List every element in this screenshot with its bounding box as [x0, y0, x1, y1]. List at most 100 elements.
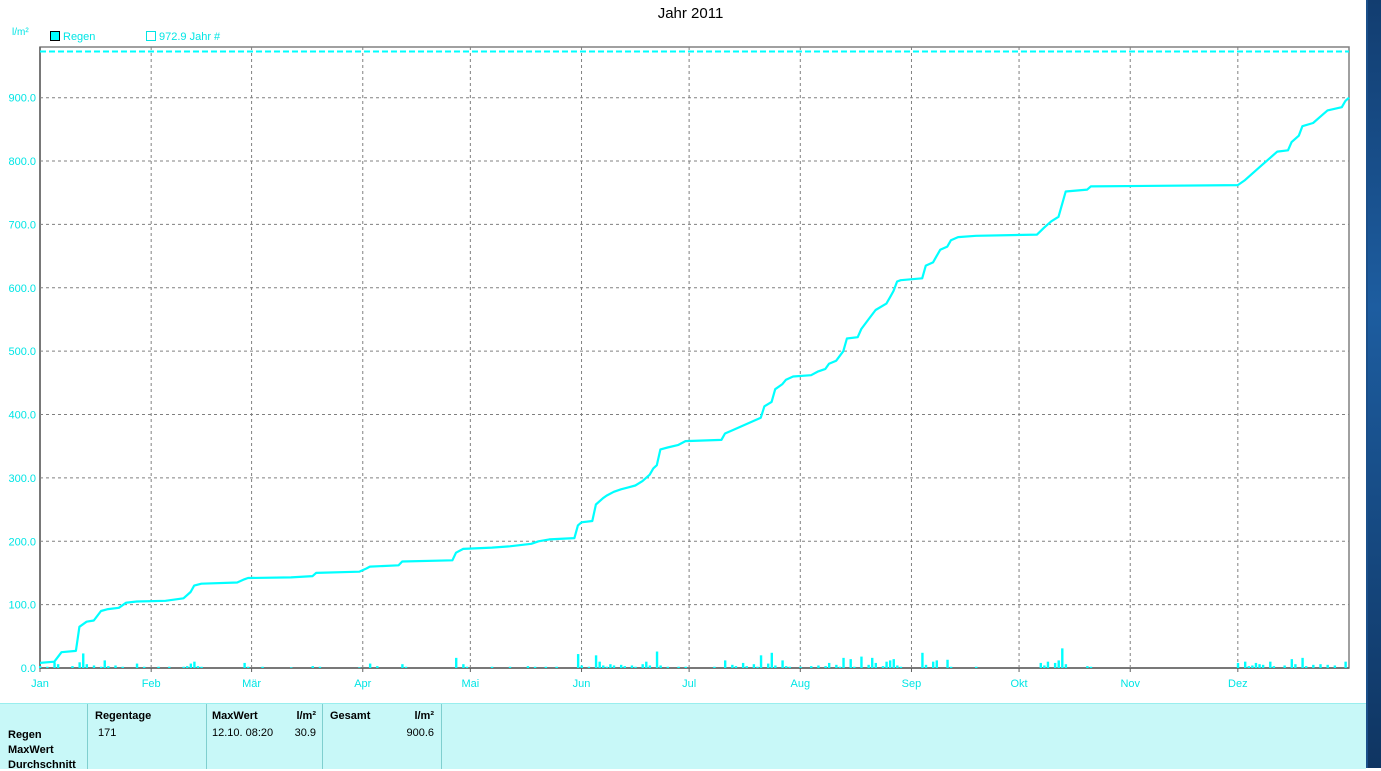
daily-rain-bar [455, 657, 458, 668]
daily-rain-bar [924, 664, 928, 668]
daily-rain-bar [752, 664, 756, 668]
daily-rain-bar [107, 666, 110, 668]
x-tick-label: Mai [461, 678, 479, 690]
daily-rain-bar [659, 665, 662, 668]
daily-rain-bar [594, 655, 598, 668]
cumulative-rain-line [39, 96, 1350, 664]
legend-label-annual-reference: 972.9 Jahr # [159, 31, 221, 43]
legend-swatch-regen [50, 31, 60, 41]
daily-rain-bar [53, 662, 56, 668]
daily-rain-bar [465, 666, 469, 668]
daily-rain-bar [290, 667, 293, 668]
stats-value-gesamt: 900.6 [406, 727, 434, 739]
x-tick-label: Jul [682, 678, 696, 690]
daily-rain-bar [1089, 666, 1093, 668]
daily-rain-bar [921, 652, 924, 668]
daily-rain-bar [788, 666, 791, 668]
daily-rain-bar [784, 666, 788, 668]
daily-rain-bar [896, 665, 899, 668]
daily-rain-bar [741, 662, 745, 668]
y-tick-label: 100.0 [8, 600, 36, 612]
legend-item-regen[interactable]: Regen [50, 31, 95, 43]
daily-rain-bar [723, 660, 727, 668]
daily-rain-bar [824, 666, 827, 668]
daily-rain-bar [193, 661, 196, 668]
x-tick-label: Okt [1010, 678, 1027, 690]
stats-row-label-durchschnitt: Durchschnitt [8, 759, 76, 771]
daily-rain-bar [318, 666, 322, 668]
daily-rain-bar [157, 666, 160, 668]
daily-rain-bar [677, 666, 680, 668]
daily-rain-bar [949, 666, 953, 668]
daily-rain-bar [376, 666, 379, 668]
y-tick-label: 700.0 [8, 219, 36, 231]
daily-rain-bar [82, 653, 85, 668]
daily-rain-bar [838, 666, 842, 668]
daily-rain-bar [770, 652, 774, 668]
daily-rain-bar [634, 666, 637, 668]
daily-rain-bar [576, 654, 580, 668]
daily-rain-bar [1061, 648, 1064, 668]
x-tick-label: Apr [354, 678, 371, 690]
daily-rain-bar [143, 666, 146, 668]
chart-title: Jahr 2011 [657, 5, 724, 22]
daily-rain-bar [630, 665, 634, 668]
rain-chart: 0.0 100.0 200.0 300.0 400.0 500.0 600.0 700.0 80… [8, 46, 1350, 690]
daily-rain-bar [1247, 666, 1250, 668]
daily-rain-bar [71, 666, 74, 668]
x-tick-label: Jan [31, 678, 49, 690]
stats-value-regentage: 171 [98, 727, 117, 739]
daily-rain-bar [881, 666, 885, 668]
legend-item-annual-reference[interactable]: 972.9 Jahr # [146, 31, 220, 43]
daily-rain-bar [931, 661, 935, 668]
daily-rain-bar [874, 662, 878, 668]
x-tick-label: Dez [1228, 678, 1248, 690]
daily-rain-bar [261, 666, 264, 668]
daily-rain-bar [78, 662, 81, 668]
y-tick-label: 900.0 [8, 93, 36, 105]
daily-rain-bar [46, 666, 49, 668]
daily-rain-bar [1243, 661, 1247, 668]
y-tick-label: 400.0 [8, 410, 36, 422]
daily-rain-bar [641, 664, 644, 668]
daily-rain-bar [56, 664, 60, 668]
daily-rain-bar [888, 660, 892, 668]
daily-rain-bar [1053, 662, 1057, 668]
daily-rain-bar [1283, 665, 1286, 668]
daily-rain-bar [103, 660, 106, 668]
daily-rain-bar [182, 666, 185, 668]
daily-rain-bar [508, 666, 512, 668]
daily-rain-bar [526, 666, 530, 668]
stats-col-regentage: Regentage 171 [87, 704, 207, 769]
stats-value-maxwert: 30.9 [294, 727, 316, 739]
daily-rain-bar [587, 666, 591, 668]
daily-rain-bar [1326, 664, 1329, 668]
daily-rain-bar [655, 651, 659, 668]
x-tick-label: Sep [902, 678, 922, 690]
daily-rain-bar [1254, 662, 1258, 668]
daily-rain-bar [946, 659, 949, 668]
daily-rain-bar [1290, 659, 1294, 668]
daily-rain-bar [404, 666, 408, 668]
daily-rain-bar [849, 659, 852, 668]
x-tick-label: Jun [573, 678, 591, 690]
daily-rain-bar [99, 666, 103, 668]
y-tick-label: 200.0 [8, 536, 36, 548]
daily-rain-bar [684, 666, 687, 668]
daily-rain-bar [533, 666, 537, 668]
daily-rain-bar [544, 666, 548, 668]
daily-rain-bar [189, 663, 193, 668]
daily-rain-bar [1333, 665, 1337, 668]
daily-rain-bar [1304, 666, 1308, 668]
daily-rain-bar [871, 657, 874, 668]
daily-rain-bar [368, 663, 372, 668]
daily-rain-bar [853, 666, 856, 668]
x-tick-label: Feb [142, 678, 161, 690]
daily-rain-bar [1086, 666, 1089, 668]
daily-rain-bar [598, 661, 601, 668]
daily-rain-bar [810, 666, 813, 668]
daily-rain-bar [555, 666, 558, 668]
daily-rain-bar [892, 659, 895, 668]
daily-rain-bar [648, 665, 652, 668]
daily-rain-bar [817, 665, 820, 668]
